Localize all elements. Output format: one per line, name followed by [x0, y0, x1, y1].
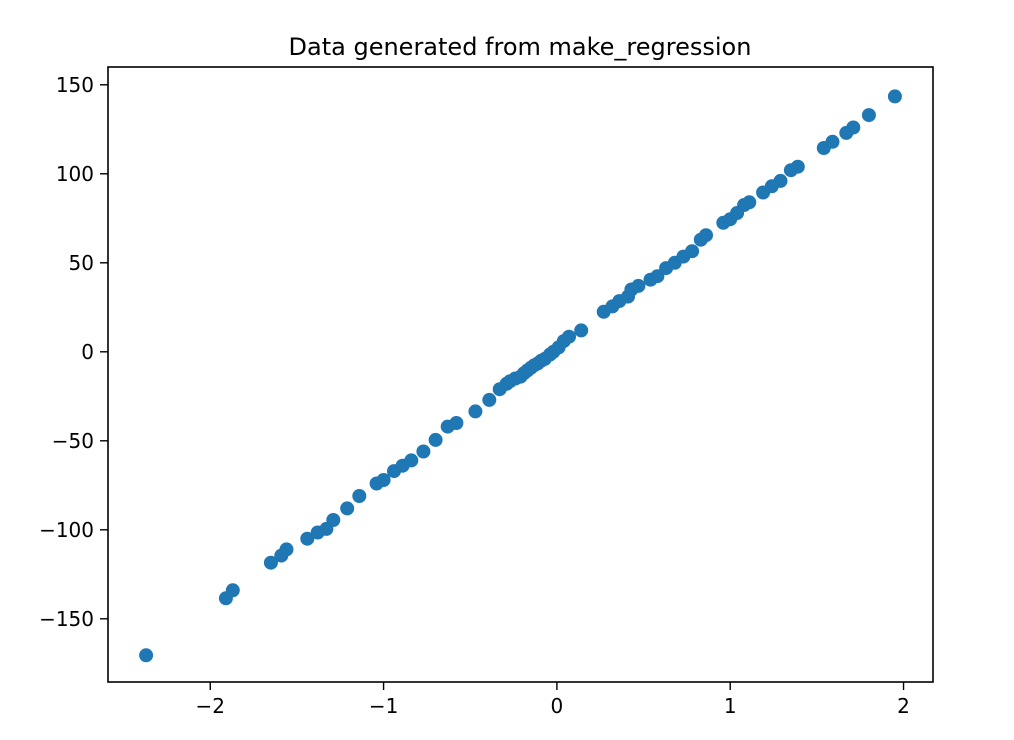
scatter-point	[340, 501, 355, 516]
scatter-point	[263, 555, 278, 570]
y-tick-label: −50	[52, 429, 94, 453]
scatter-point	[428, 432, 443, 447]
scatter-point	[352, 489, 367, 503]
y-tick-label: 150	[56, 73, 94, 97]
scatter-point	[468, 404, 483, 419]
scatter-point	[861, 108, 876, 123]
scatter-point	[482, 392, 497, 407]
scatter-point	[685, 244, 700, 259]
scatter-point	[376, 473, 391, 487]
scatter-point	[699, 228, 713, 243]
scatter-point	[562, 329, 576, 344]
chart-title: Data generated from make_regression	[289, 33, 752, 61]
y-tick-label: −150	[39, 607, 94, 631]
scatter-point	[404, 453, 419, 468]
y-tick-label: 0	[81, 340, 94, 364]
scatter-point	[449, 416, 464, 430]
scatter-point	[631, 278, 646, 293]
scatter-point	[326, 513, 341, 527]
scatter-point	[139, 648, 154, 663]
scatter-point	[742, 195, 757, 210]
x-tick-label: 1	[724, 694, 737, 718]
scatter-point	[790, 159, 805, 174]
x-tick-label: 2	[897, 694, 910, 718]
scatter-point	[846, 120, 861, 135]
scatter-point	[225, 583, 240, 598]
scatter-point	[887, 89, 902, 104]
scatter-point	[825, 134, 840, 149]
x-tick-label: 0	[551, 694, 564, 718]
scatter-point	[773, 173, 788, 188]
y-tick-label: 100	[56, 162, 94, 186]
scatter-point	[574, 323, 589, 338]
x-tick-label: −2	[196, 694, 225, 718]
scatter-point	[416, 444, 431, 459]
y-tick-label: −100	[39, 518, 94, 542]
scatter-point	[300, 531, 315, 546]
x-tick-label: −1	[369, 694, 398, 718]
y-tick-label: 50	[69, 251, 94, 275]
scatter-point	[279, 542, 294, 557]
